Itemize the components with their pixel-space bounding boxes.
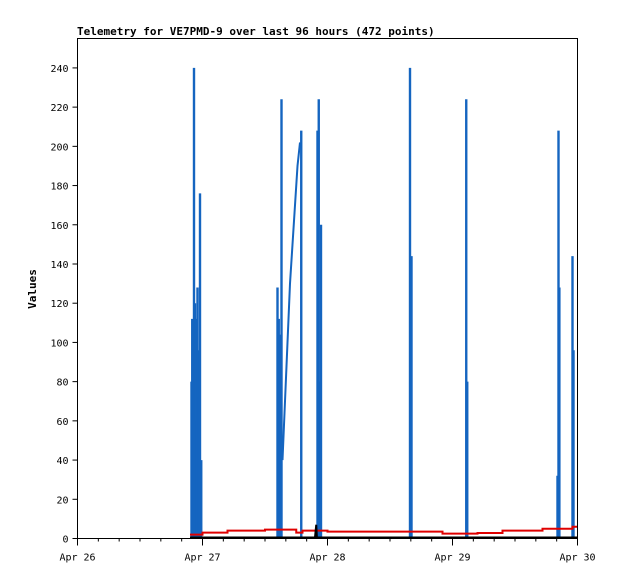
axes: 0 20 40 60 80 100 120 140 160 180 200 220 240 Apr 26 A… bbox=[50, 64, 595, 564]
y-tick-label: 200 bbox=[50, 142, 68, 153]
x-tick-label: Apr 29 bbox=[434, 553, 470, 564]
y-tick-label: 140 bbox=[50, 260, 68, 271]
x-tick-label: Apr 28 bbox=[309, 553, 345, 564]
series-1-ramp bbox=[281, 142, 301, 461]
series-3-line bbox=[190, 524, 578, 539]
x-tick-label: Apr 26 bbox=[59, 553, 95, 564]
y-tick-label: 40 bbox=[56, 456, 68, 467]
y-tick-label: 220 bbox=[50, 103, 68, 114]
y-tick-label: 160 bbox=[50, 221, 68, 232]
y-tick-label: 100 bbox=[50, 338, 68, 349]
chart-title: Telemetry for VE7PMD-9 over last 96 hour… bbox=[77, 25, 435, 38]
y-tick-label: 120 bbox=[50, 299, 68, 310]
y-tick-label: 80 bbox=[56, 378, 68, 389]
series-2-line bbox=[190, 525, 578, 536]
y-tick-label: 180 bbox=[50, 182, 68, 193]
y-tick-label: 20 bbox=[56, 495, 68, 506]
y-tick-label: 60 bbox=[56, 417, 68, 428]
x-tick-label: Apr 27 bbox=[184, 553, 220, 564]
plot-frame bbox=[77, 38, 578, 539]
plot-area bbox=[190, 67, 578, 539]
y-tick-label: 0 bbox=[62, 535, 68, 546]
x-tick-label: Apr 30 bbox=[559, 553, 595, 564]
y-axis-label: Values bbox=[26, 269, 39, 309]
y-tick-label: 240 bbox=[50, 64, 68, 75]
